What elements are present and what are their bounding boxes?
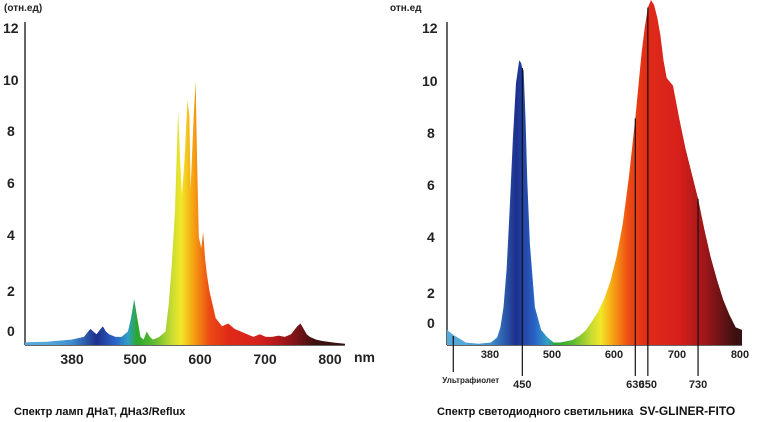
left-x-tick-600: 600 — [188, 351, 212, 367]
left-x-ticks: 380 500 600 700 800 — [60, 351, 342, 367]
right-y-tick-4: 4 — [427, 229, 435, 245]
marker-label-450: 450 — [513, 379, 531, 391]
right-y-tick-0: 0 — [427, 315, 435, 331]
marker-label-630: 630 — [626, 379, 644, 391]
left-x-tick-500: 500 — [123, 351, 147, 367]
left-ylabel: (отн.ед) — [4, 3, 42, 14]
left-x-tick-700: 700 — [253, 351, 277, 367]
right-x-tick-800: 800 — [731, 349, 749, 361]
right-x-ticks: 380 500 600 700 800 — [481, 349, 749, 361]
marker-label-730: 730 — [689, 379, 707, 391]
right-x-tick-380: 380 — [481, 349, 499, 361]
chart-hps-lamps: (отн.ед) 380 500 600 700 800 nm 12 10 8 … — [3, 3, 375, 418]
left-y-tick-12: 12 — [3, 20, 19, 36]
right-y-tick-2: 2 — [427, 285, 435, 301]
left-y-tick-6: 6 — [7, 175, 15, 191]
left-y-tick-10: 10 — [3, 72, 19, 88]
left-y-tick-2: 2 — [7, 283, 15, 299]
right-y-tick-10: 10 — [422, 73, 438, 89]
right-y-tick-6: 6 — [427, 177, 435, 193]
left-x-tick-380: 380 — [60, 351, 84, 367]
marker-label-uv: Ультрафиолет — [442, 376, 499, 385]
right-caption-prefix: Спектр светодиодного светильника — [437, 406, 634, 418]
chart-led-fixture: отн.ед 12 10 8 6 4 2 0 380 500 600 700 8… — [390, 0, 749, 418]
left-xlabel: nm — [354, 349, 375, 365]
right-y-ticks: 12 10 8 6 4 2 0 — [422, 20, 438, 331]
left-y-tick-8: 8 — [7, 123, 15, 139]
right-x-tick-600: 600 — [605, 349, 623, 361]
left-y-tick-4: 4 — [7, 227, 15, 243]
right-caption-model: SV-GLINER-FITO — [639, 404, 735, 418]
left-spectrum-area — [25, 81, 345, 345]
right-x-tick-700: 700 — [668, 349, 686, 361]
right-x-tick-500: 500 — [543, 349, 561, 361]
right-ylabel: отн.ед — [390, 3, 422, 14]
left-y-tick-0: 0 — [7, 323, 15, 339]
right-caption: Спектр светодиодного светильника SV-GLIN… — [437, 404, 735, 418]
marker-label-650: 650 — [639, 379, 657, 391]
left-y-ticks: 12 10 8 6 4 2 0 — [3, 20, 19, 339]
left-caption: Спектр ламп ДНаТ, ДНаЗ/Reflux — [14, 406, 186, 418]
left-x-tick-800: 800 — [318, 351, 342, 367]
right-y-tick-8: 8 — [427, 125, 435, 141]
right-spectrum-area — [447, 0, 742, 345]
right-y-tick-12: 12 — [422, 20, 438, 36]
